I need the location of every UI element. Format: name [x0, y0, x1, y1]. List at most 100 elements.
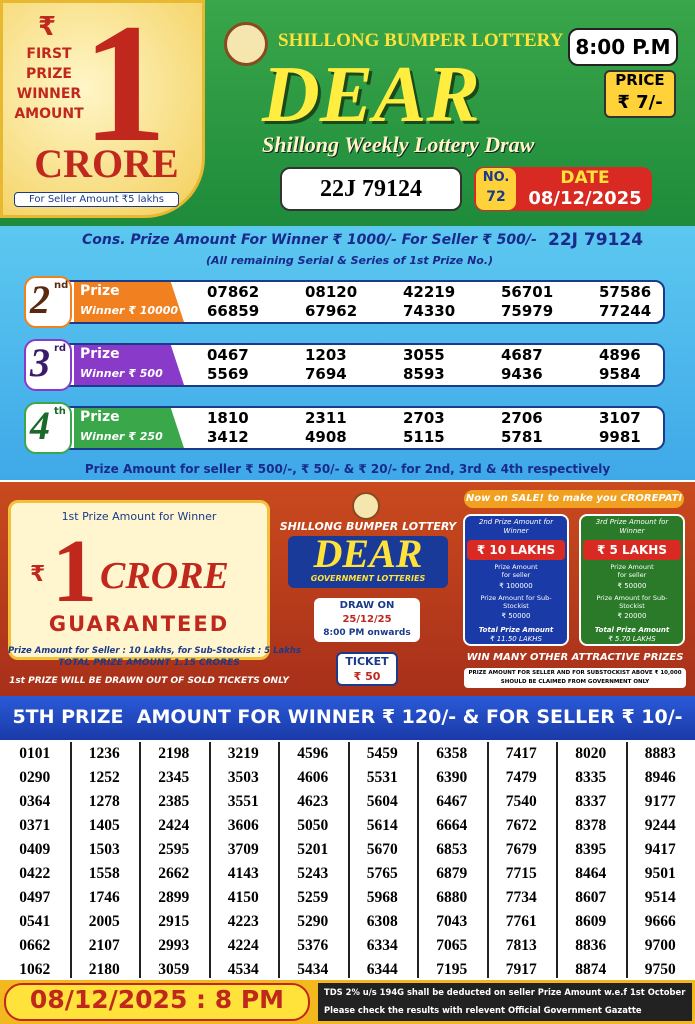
card-heading: 3rd Prize Amount for Winner: [595, 518, 669, 535]
fifth-number: 5614: [366, 817, 398, 834]
grid-line: [626, 742, 628, 978]
fifth-number: 9244: [644, 817, 676, 834]
fifth-number: 6853: [436, 841, 468, 858]
prize-number: 3055: [403, 346, 445, 364]
fifth-number: 7195: [436, 961, 468, 978]
big-number: 1: [82, 0, 167, 177]
fifth-number: 5531: [366, 769, 398, 786]
grid-line: [556, 742, 558, 978]
grid-line: [278, 742, 280, 978]
rank-suffix: rd: [54, 343, 67, 354]
draw-no-box: [476, 168, 516, 210]
prize-number: 4687: [501, 346, 543, 364]
fifth-number: 5050: [297, 817, 329, 834]
grid-line: [487, 742, 489, 978]
fifth-number: 7734: [505, 889, 537, 906]
fifth-number: 7479: [505, 769, 537, 786]
prize-number: 74330: [403, 302, 456, 320]
promo-tagline: GOVERNMENT LOTTERIES: [310, 574, 426, 583]
prize-number: 67962: [305, 302, 358, 320]
fifth-number: 1746: [88, 889, 120, 906]
grid-line: [70, 742, 72, 978]
footer-notes-box: [318, 983, 692, 1021]
fifth-number: 7761: [505, 913, 537, 930]
seller-amount: For Seller Amount ₹5 lakhs: [14, 192, 179, 207]
first-prize-panel: [0, 0, 205, 218]
fifth-number: 8378: [575, 817, 607, 834]
promo-banner: Now on SALE! to make you CROREPATI: [464, 490, 684, 508]
draw-on: DRAW ON: [339, 600, 395, 611]
fifth-number: 9501: [644, 865, 676, 882]
grid-line: [139, 742, 141, 978]
card-seller-label: Prize Amount for seller: [610, 563, 654, 579]
prize-tag: [74, 345, 184, 385]
brand: DEAR: [262, 51, 480, 139]
fifth-number: 6334: [366, 937, 398, 954]
fifth-number: 0290: [19, 769, 51, 786]
consolation-ticket: 22J 79124: [548, 230, 644, 250]
fifth-number: 5604: [366, 793, 398, 810]
lottery-name: SHILLONG BUMPER LOTTERY: [278, 30, 564, 51]
fifth-number: 7917: [505, 961, 537, 978]
fifth-number: 8836: [575, 937, 607, 954]
prize-number: 3412: [207, 428, 249, 446]
fifth-number: 7417: [505, 745, 537, 762]
prize-label: Prize: [80, 283, 120, 299]
prize-number: 42219: [403, 283, 456, 301]
fifth-number: 1252: [88, 769, 120, 786]
consolation-line: Cons. Prize Amount For Winner ₹ 1000/- F…: [82, 232, 537, 248]
fifth-title-bar: [0, 696, 695, 740]
fifth-number: 1503: [88, 841, 120, 858]
fifth-number: 2345: [158, 769, 190, 786]
prize-number: 9981: [599, 428, 641, 446]
card-stockist: ₹ 50000: [501, 612, 531, 620]
fifth-number: 8609: [575, 913, 607, 930]
fifth-number: 3606: [227, 817, 259, 834]
prize-number: 4908: [305, 428, 347, 446]
price-label: PRICE: [615, 71, 665, 89]
fifth-number: 9417: [644, 841, 676, 858]
card-seller: ₹ 100000: [499, 582, 533, 590]
fifth-number: 3551: [227, 793, 259, 810]
prize-winner: Winner ₹ 250: [80, 430, 163, 443]
first-prize-ticket: 22J 79124: [280, 167, 462, 211]
fifth-number: 1236: [88, 745, 120, 762]
fifth-number: 8395: [575, 841, 607, 858]
prize-note: Prize Amount for seller ₹ 500/-, ₹ 50/- …: [84, 462, 611, 476]
emblem: [224, 22, 268, 66]
fifth-number: 4223: [227, 913, 259, 930]
fifth-number: 5459: [366, 745, 398, 762]
subtitle: Shillong Weekly Lottery Draw: [262, 132, 535, 157]
fifth-number: 2595: [158, 841, 190, 858]
card-total: ₹ 5.70 LAKHS: [608, 635, 656, 643]
prize-tag: [74, 408, 184, 448]
fifth-number: 2899: [158, 889, 190, 906]
fifth-number: 4534: [227, 961, 259, 978]
prize-number: 8593: [403, 365, 445, 383]
fifth-number: 9750: [644, 961, 676, 978]
fifth-number: 0422: [19, 865, 51, 882]
card-amount: ₹ 10 LAKHS: [467, 540, 565, 560]
prize-number: 1203: [305, 346, 347, 364]
fifth-number: 7065: [436, 937, 468, 954]
ticket-price: ₹ 50: [353, 670, 381, 683]
grid-line: [209, 742, 211, 978]
fifth-number: 8946: [644, 769, 676, 786]
fifth-number: 2198: [158, 745, 190, 762]
prize-number: 9584: [599, 365, 641, 383]
prize-winner: Winner ₹ 10000: [80, 304, 179, 317]
promo-brand-box: [288, 536, 448, 588]
consolation-note: (All remaining Serial & Series of 1st Pr…: [206, 254, 494, 267]
prize-number: 5115: [403, 428, 445, 446]
fifth-number: 3709: [227, 841, 259, 858]
fifth-number: 8607: [575, 889, 607, 906]
fifth-number: 1405: [88, 817, 120, 834]
prize-number: 08120: [305, 283, 358, 301]
fifth-number: 5765: [366, 865, 398, 882]
promo-total: TOTAL PRIZE AMOUNT 1.15 CRORES: [58, 658, 240, 668]
fifth-number: 8020: [575, 745, 607, 762]
fifth-number: 0409: [19, 841, 51, 858]
fifth-number: 9666: [644, 913, 676, 930]
fifth-number: 8335: [575, 769, 607, 786]
